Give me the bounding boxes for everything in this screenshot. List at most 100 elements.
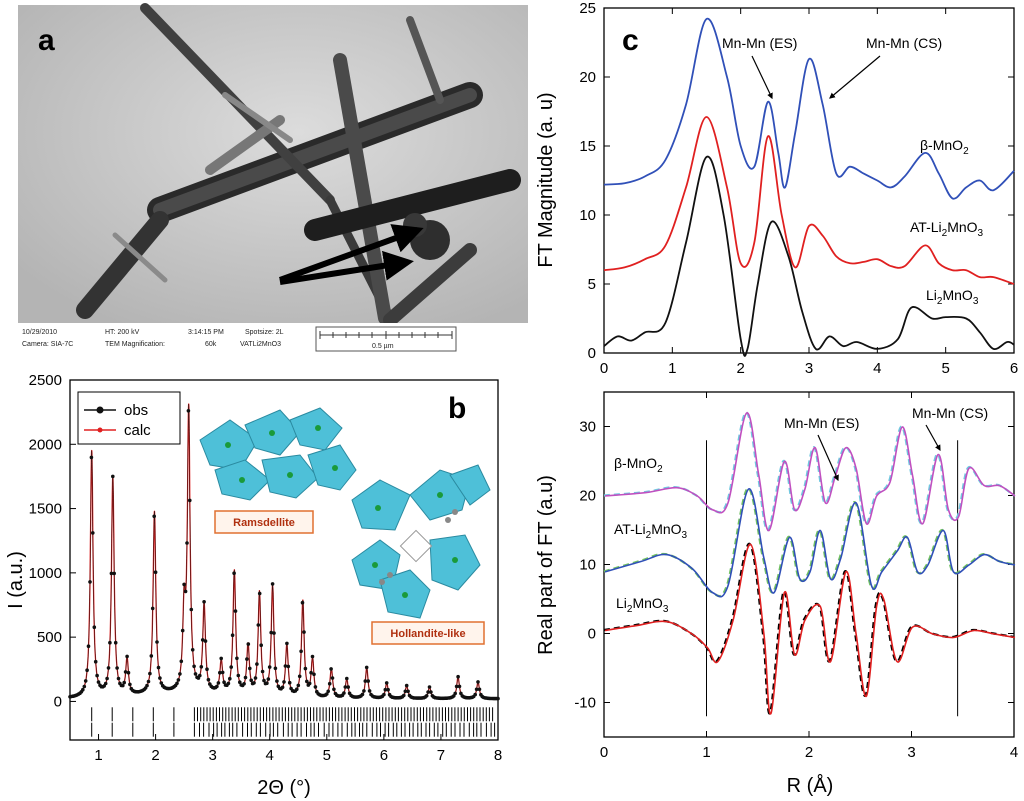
panel-c-bottom-ylabel: Real part of FT (a.u) [535,475,557,655]
cb-fit-0 [603,411,1015,532]
cb-arrow-cs [925,424,941,452]
panel-c-top-ytick-label: 10 [579,207,596,224]
legend-obs-label: obs [124,402,148,419]
ramsdellite-label-box [214,510,314,534]
panel-c-top-axes: 0 1 2 3 4 5 6 0 5 10 15 20 25 [579,0,1018,377]
ct-label-beta: β-MnO2 [920,137,969,157]
panel-c-bottom-xtick-label: 2 [805,744,813,761]
cb-series-2 [604,543,1016,715]
panel-c-bottom-xtick-label: 1 [702,744,710,761]
ramsdellite-structure: Ramsdellite [199,407,357,534]
panel-c-bottom-curves [603,411,1016,717]
legend-obs-marker [96,406,104,414]
panel-a: a 10/29/2010 Camera: SIA-7C HT: 200 kV T… [18,3,528,355]
cb-label-beta: β-MnO2 [614,455,663,475]
panel-b-xtick-label: 7 [437,747,445,764]
panel-c-top-xtick-label: 2 [736,360,744,377]
panel-c-top-xtick-label: 6 [1010,360,1018,377]
panel-b-curves [68,403,500,701]
panel-b-xtick-label: 8 [494,747,502,764]
tem-file: VATLi2MnO3 [240,341,281,348]
panel-b-xtick-label: 1 [94,747,102,764]
tem-mode: TEM Magnification: [105,341,165,348]
panel-b-xtick-label: 2 [151,747,159,764]
panel-c-top-curves [603,18,1015,357]
cb-arrow-es [817,434,839,482]
panel-c-top-xtick-label: 3 [805,360,813,377]
tem-camera: Camera: SIA-7C [22,341,73,348]
panel-b-reflection-ticks [91,707,496,737]
panel-c-bottom-ytick-label: 10 [579,557,596,574]
ct-series-0 [603,18,1015,200]
cb-series-0 [604,412,1016,532]
panel-c-bottom: 0 1 2 3 4 -10 0 10 20 30 Real part of FT (a.u) R … [535,391,1018,797]
tem-scale-label: 0.5 µm [372,343,394,350]
panel-b-frame [69,379,499,741]
panel-b-ytick-label: 2000 [29,436,62,453]
panel-b-ytick-label: 500 [37,629,62,646]
cb-annotation-cs: Mn-Mn (CS) [912,405,988,421]
hollandite-structure: Hollandite-like [351,464,491,645]
panel-c-top-ylabel: FT Magnitude (a. u) [535,92,557,267]
panel-c-top-ytick-label: 15 [579,138,596,155]
legend-calc-marker [97,427,103,433]
panel-b-ylabel: I (a.u.) [5,551,27,609]
panel-a-label: a [38,24,55,57]
panel-b-xtick-label: 5 [323,747,331,764]
cb-series-1 [604,488,1016,598]
panel-b-xlabel: 2Θ (°) [257,777,311,799]
ct-series-2 [603,155,1015,357]
panel-c-top-ytick-label: 25 [579,0,596,17]
tem-arrows [278,224,424,285]
cb-annotation-es: Mn-Mn (ES) [784,415,859,431]
panel-b-axes: 1 2 3 4 5 6 7 8 0 500 1000 1500 2000 2500 [29,372,503,764]
panel-c-bottom-ytick-label: 20 [579,488,596,505]
panel-b-legend: obs calc [77,391,181,445]
tem-mag: 60k [205,341,217,348]
ct-annotation-es: Mn-Mn (ES) [722,35,797,51]
tem-scale-bar: 0.5 µm [315,326,457,352]
panel-c-top-ytick-label: 20 [579,69,596,86]
panel-b: 1 2 3 4 5 6 7 8 0 500 1000 1500 2000 2500 I (a.u.) 2Θ… [5,372,502,799]
ct-series-1 [603,116,1015,285]
panel-c-bottom-xtick-label: 4 [1010,744,1018,761]
cb-label-li: Li2MnO3 [616,595,669,615]
panel-c-bottom-xlabel: R (Å) [787,774,834,797]
hollandite-label-box [371,621,485,645]
panel-c-top-xtick-label: 0 [600,360,608,377]
panel-c-bottom-xtick-label: 0 [600,744,608,761]
ct-arrow-es [751,55,773,100]
panel-c-bottom-ytick-label: 30 [579,419,596,436]
panel-b-ytick-label: 2500 [29,372,62,389]
cb-fit-1 [603,487,1015,598]
tem-ht: HT: 200 kV [105,329,140,336]
tem-time: 3:14:15 PM [188,329,224,336]
ct-label-li: Li2MnO3 [926,287,979,307]
panel-b-ytick-label: 1000 [29,565,62,582]
panel-b-xtick-label: 4 [266,747,274,764]
panel-b-ytick-label: 1500 [29,501,62,518]
panel-c-top-xtick-label: 5 [941,360,949,377]
panel-c-bottom-xtick-label: 3 [907,744,915,761]
panel-b-obs-curve [69,403,498,699]
tem-info-bar [18,323,528,355]
panel-c-label: c [622,24,639,57]
panel-c-bottom-frame [603,391,1015,738]
tem-spot: Spotsize: 2L [245,329,284,336]
panel-c-bottom-axes: 0 1 2 3 4 -10 0 10 20 30 [574,392,1018,761]
panel-b-label: b [448,392,466,425]
panel-c-bottom-ytick-label: -10 [574,695,596,712]
hollandite-label: Hollandite-like [390,628,465,640]
panel-c-top-xtick-label: 4 [873,360,881,377]
legend-calc-label: calc [124,422,151,439]
ct-annotation-cs: Mn-Mn (CS) [866,35,942,51]
ramsdellite-label: Ramsdellite [233,517,295,529]
cb-label-at: AT-Li2MnO3 [614,521,688,541]
panel-b-xtick-label: 3 [208,747,216,764]
tem-date: 10/29/2010 [22,329,57,336]
panel-c-top-ytick-label: 5 [588,276,596,293]
ct-label-at: AT-Li2MnO3 [910,219,984,239]
panel-c-top-xtick-label: 1 [668,360,676,377]
